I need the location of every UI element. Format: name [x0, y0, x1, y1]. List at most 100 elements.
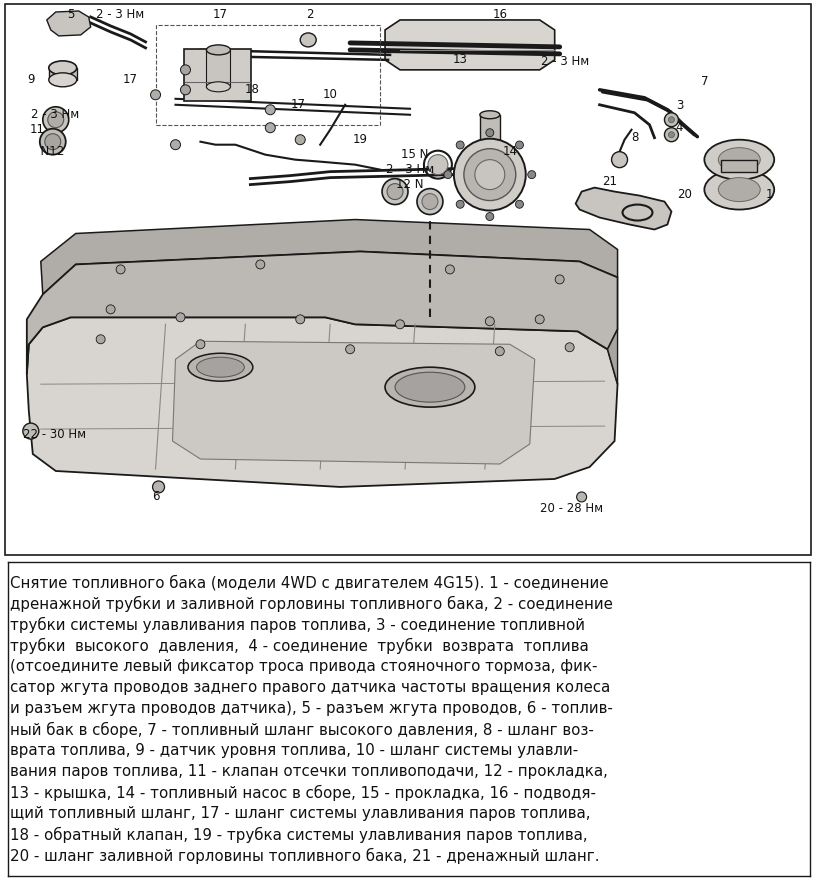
- Polygon shape: [27, 318, 618, 487]
- Text: щий топливный шланг, 17 - шланг системы улавливания паров топлива,: щий топливный шланг, 17 - шланг системы …: [10, 806, 591, 821]
- Circle shape: [486, 213, 494, 221]
- Text: ный бак в сборе, 7 - топливный шланг высокого давления, 8 - шланг воз-: ный бак в сборе, 7 - топливный шланг выс…: [10, 722, 594, 738]
- Circle shape: [387, 184, 403, 200]
- Text: 5: 5: [67, 9, 74, 21]
- Circle shape: [346, 345, 355, 354]
- Ellipse shape: [385, 367, 475, 407]
- Text: N12: N12: [33, 145, 64, 158]
- Text: Снятие топливного бака (модели 4WD с двигателем 4G15). 1 - соединение: Снятие топливного бака (модели 4WD с дви…: [10, 576, 609, 590]
- Ellipse shape: [206, 82, 231, 92]
- Circle shape: [577, 492, 587, 502]
- Circle shape: [456, 141, 464, 149]
- Text: 14: 14: [502, 145, 517, 158]
- Text: 22 - 30 Нм: 22 - 30 Нм: [23, 428, 86, 441]
- Text: 3: 3: [676, 99, 683, 113]
- Circle shape: [485, 317, 494, 326]
- Text: 19: 19: [353, 133, 367, 146]
- FancyBboxPatch shape: [185, 49, 251, 101]
- Bar: [155, 25, 380, 125]
- Text: 16: 16: [492, 9, 507, 21]
- Text: 20 - 28 Нм: 20 - 28 Нм: [540, 502, 603, 516]
- Polygon shape: [41, 219, 618, 295]
- Text: трубки системы улавливания паров топлива, 3 - соединение топливной: трубки системы улавливания паров топлива…: [10, 617, 585, 634]
- Text: 7: 7: [700, 76, 708, 88]
- Text: сатор жгута проводов заднего правого датчика частоты вращения колеса: сатор жгута проводов заднего правого дат…: [10, 680, 610, 695]
- Ellipse shape: [395, 372, 465, 402]
- Text: вания паров топлива, 11 - клапан отсечки топливоподачи, 12 - прокладка,: вания паров топлива, 11 - клапан отсечки…: [10, 764, 608, 779]
- Text: и разъем жгута проводов датчика), 5 - разъем жгута проводов, 6 - топлив-: и разъем жгута проводов датчика), 5 - ра…: [10, 701, 613, 716]
- Text: 18: 18: [245, 84, 260, 96]
- Circle shape: [555, 275, 564, 284]
- Text: 8: 8: [631, 131, 638, 144]
- Circle shape: [106, 304, 115, 314]
- Circle shape: [295, 135, 305, 144]
- Circle shape: [43, 106, 69, 133]
- Ellipse shape: [196, 357, 245, 378]
- Text: 17: 17: [213, 9, 228, 21]
- Circle shape: [515, 201, 524, 209]
- Text: 4: 4: [676, 121, 683, 135]
- Text: 13: 13: [452, 54, 467, 66]
- Circle shape: [668, 117, 674, 122]
- Text: врата топлива, 9 - датчик уровня топлива, 10 - шланг системы улавли-: врата топлива, 9 - датчик уровня топлива…: [10, 743, 578, 758]
- Circle shape: [265, 122, 276, 133]
- Polygon shape: [47, 11, 91, 36]
- Bar: [721, 159, 757, 172]
- Circle shape: [47, 112, 64, 128]
- Text: (отсоедините левый фиксатор троса привода стояночного тормоза, фик-: (отсоедините левый фиксатор троса привод…: [10, 659, 597, 674]
- Bar: [480, 114, 500, 170]
- Text: 9: 9: [27, 73, 34, 86]
- Circle shape: [664, 113, 678, 127]
- Text: трубки  высокого  давления,  4 - соединение  трубки  возврата  топлива: трубки высокого давления, 4 - соединение…: [10, 638, 589, 654]
- Circle shape: [528, 171, 536, 179]
- Text: 17: 17: [290, 99, 306, 111]
- Circle shape: [181, 84, 191, 95]
- Text: 2 - 3 Нм: 2 - 3 Нм: [541, 55, 589, 69]
- Circle shape: [296, 315, 305, 324]
- Ellipse shape: [704, 170, 774, 209]
- Text: 21: 21: [602, 175, 617, 188]
- Circle shape: [444, 171, 452, 179]
- Circle shape: [256, 260, 265, 269]
- Text: 2: 2: [307, 9, 314, 21]
- Circle shape: [486, 128, 494, 136]
- Circle shape: [181, 65, 191, 75]
- Ellipse shape: [718, 178, 760, 202]
- Text: 1: 1: [766, 188, 773, 202]
- Text: 20 - шланг заливной горловины топливного бака, 21 - дренажный шланг.: 20 - шланг заливной горловины топливного…: [10, 848, 600, 864]
- Text: 15 N: 15 N: [402, 148, 429, 161]
- Circle shape: [265, 105, 276, 114]
- Circle shape: [668, 132, 674, 137]
- Ellipse shape: [417, 188, 443, 215]
- Circle shape: [176, 312, 185, 322]
- Circle shape: [396, 319, 405, 329]
- Ellipse shape: [464, 149, 516, 201]
- Text: 11: 11: [29, 123, 44, 136]
- Polygon shape: [173, 341, 535, 464]
- Ellipse shape: [475, 159, 505, 189]
- Text: 2 - 3 Нм: 2 - 3 Нм: [386, 163, 434, 176]
- Circle shape: [196, 340, 205, 348]
- Circle shape: [535, 315, 544, 324]
- Circle shape: [496, 347, 504, 356]
- Bar: [49, 68, 77, 80]
- Text: 12 N: 12 N: [396, 178, 424, 191]
- Circle shape: [170, 140, 181, 150]
- Circle shape: [152, 481, 164, 493]
- Ellipse shape: [188, 353, 253, 381]
- Circle shape: [456, 201, 464, 209]
- Text: 20: 20: [677, 188, 692, 202]
- Circle shape: [515, 141, 524, 149]
- Text: 13 - крышка, 14 - топливный насос в сборе, 15 - прокладка, 16 - подводя-: 13 - крышка, 14 - топливный насос в сбор…: [10, 785, 596, 801]
- Circle shape: [23, 423, 38, 439]
- Circle shape: [382, 179, 408, 204]
- Polygon shape: [576, 187, 672, 230]
- Ellipse shape: [480, 111, 500, 119]
- Circle shape: [151, 90, 160, 99]
- Text: 10: 10: [323, 88, 338, 101]
- Ellipse shape: [300, 33, 317, 47]
- Text: 18 - обратный клапан, 19 - трубка системы улавливания паров топлива,: 18 - обратный клапан, 19 - трубка систем…: [10, 827, 587, 843]
- Ellipse shape: [206, 45, 231, 55]
- Text: 17: 17: [123, 73, 138, 86]
- Text: дренажной трубки и заливной горловины топливного бака, 2 - соединение: дренажной трубки и заливной горловины то…: [10, 596, 613, 612]
